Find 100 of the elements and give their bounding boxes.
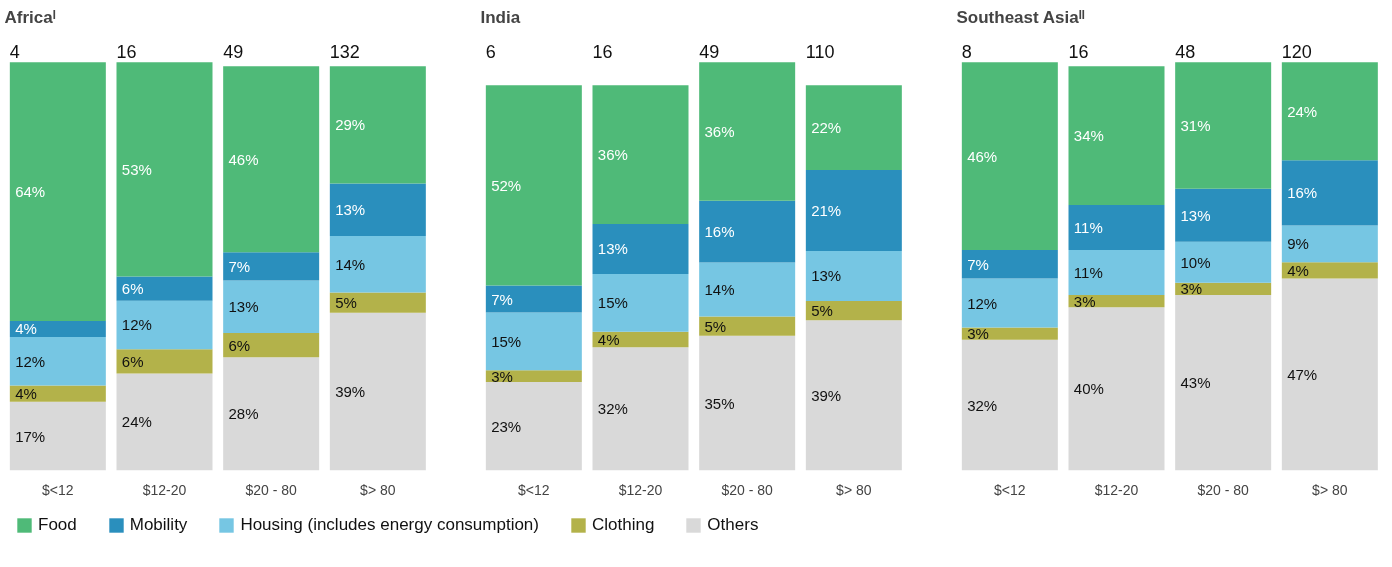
data-label: 43% bbox=[1180, 374, 1211, 392]
bar bbox=[329, 183, 426, 236]
bar bbox=[116, 62, 213, 277]
data-label: 11% bbox=[1073, 263, 1103, 281]
data-label: 36% bbox=[704, 122, 735, 140]
data-label: 15% bbox=[597, 294, 628, 312]
x-tick-label: $20 - 80 bbox=[1197, 481, 1250, 498]
bar bbox=[699, 62, 796, 201]
x-tick-label: $20 - 80 bbox=[721, 481, 774, 498]
data-label: 31% bbox=[1180, 116, 1211, 134]
data-label: 4% bbox=[15, 320, 37, 338]
bar bbox=[1175, 62, 1272, 189]
data-label: 10% bbox=[1180, 253, 1211, 271]
bar bbox=[116, 276, 213, 301]
bar bbox=[223, 280, 320, 334]
bar bbox=[961, 278, 1058, 328]
x-tick-label: $<12 bbox=[42, 481, 74, 498]
data-label: 13% bbox=[228, 298, 259, 316]
data-label: 53% bbox=[121, 160, 152, 178]
text: 16 bbox=[116, 42, 137, 63]
data-label: 13% bbox=[335, 201, 366, 219]
bar bbox=[223, 357, 320, 471]
bar bbox=[485, 285, 582, 313]
data-label: 24% bbox=[1287, 102, 1318, 120]
data-label: 13% bbox=[597, 240, 628, 258]
bar bbox=[592, 347, 689, 471]
legend-label: Mobility bbox=[129, 515, 188, 535]
bar bbox=[223, 252, 320, 281]
text: 49 bbox=[699, 42, 720, 63]
data-label: 40% bbox=[1073, 380, 1104, 398]
bar bbox=[116, 373, 213, 471]
text: 16 bbox=[1068, 42, 1089, 63]
bar bbox=[329, 235, 426, 293]
data-label: 3% bbox=[967, 325, 989, 343]
data-label: 35% bbox=[704, 394, 735, 412]
data-label: 36% bbox=[597, 146, 628, 164]
data-label: 7% bbox=[491, 290, 513, 308]
data-label: 12% bbox=[121, 316, 152, 334]
legend-label: Others bbox=[707, 515, 759, 535]
text: 49 bbox=[223, 42, 244, 63]
bar bbox=[1281, 160, 1378, 226]
bar bbox=[1068, 66, 1165, 206]
bar bbox=[116, 349, 213, 374]
bar bbox=[1281, 262, 1378, 279]
legend-label: Clothing bbox=[591, 515, 655, 535]
data-label: 23% bbox=[491, 417, 522, 435]
bar bbox=[805, 85, 902, 170]
bar bbox=[1175, 188, 1272, 242]
text: 120 bbox=[1281, 42, 1312, 63]
bar bbox=[9, 401, 106, 471]
data-label: 6% bbox=[121, 280, 144, 298]
data-label: 6% bbox=[228, 336, 251, 354]
bar bbox=[961, 249, 1058, 279]
bar bbox=[805, 250, 902, 301]
bar bbox=[485, 85, 582, 286]
data-label: 15% bbox=[491, 332, 522, 350]
bar bbox=[1281, 225, 1378, 263]
bar bbox=[805, 320, 902, 471]
legend-label: Food bbox=[38, 515, 77, 535]
bar bbox=[1068, 205, 1165, 250]
data-label: 46% bbox=[228, 150, 259, 168]
data-label: 11% bbox=[1073, 219, 1103, 237]
bar bbox=[329, 292, 426, 313]
bar bbox=[1175, 241, 1272, 283]
bar bbox=[961, 62, 1058, 250]
bar bbox=[9, 62, 106, 321]
bar bbox=[223, 66, 320, 253]
bar bbox=[9, 385, 106, 402]
x-tick-label: $> 80 bbox=[836, 481, 872, 498]
data-label: 39% bbox=[811, 386, 842, 404]
x-tick-label: $<12 bbox=[518, 481, 550, 498]
text: 110 bbox=[805, 42, 835, 63]
chart-title: India bbox=[480, 7, 521, 27]
data-label: 14% bbox=[704, 280, 735, 298]
data-label: 4% bbox=[1287, 261, 1309, 279]
bar bbox=[1281, 278, 1378, 471]
text: 48 bbox=[1175, 42, 1196, 63]
data-label: 5% bbox=[335, 294, 357, 312]
data-label: 7% bbox=[967, 255, 989, 273]
data-label: 4% bbox=[15, 385, 37, 403]
x-tick-label: $> 80 bbox=[1312, 481, 1348, 498]
data-label: 39% bbox=[335, 383, 366, 401]
bar bbox=[699, 262, 796, 317]
data-label: 16% bbox=[1287, 184, 1318, 202]
data-label: 32% bbox=[597, 400, 628, 418]
bar bbox=[805, 170, 902, 251]
bar bbox=[485, 370, 582, 382]
data-label: 32% bbox=[967, 396, 998, 414]
legend-label: Housing (includes energy consumption) bbox=[240, 515, 539, 535]
bar bbox=[485, 312, 582, 371]
x-tick-label: $<12 bbox=[994, 481, 1026, 498]
data-label: 6% bbox=[121, 352, 144, 370]
bar bbox=[116, 300, 213, 350]
data-label: 5% bbox=[704, 317, 727, 335]
data-label: 24% bbox=[121, 413, 152, 431]
data-label: 34% bbox=[1073, 127, 1104, 145]
bar bbox=[485, 381, 582, 471]
x-tick-label: $12-20 bbox=[1094, 481, 1139, 498]
x-tick-label: $20 - 80 bbox=[245, 481, 298, 498]
data-label: 64% bbox=[15, 183, 46, 201]
